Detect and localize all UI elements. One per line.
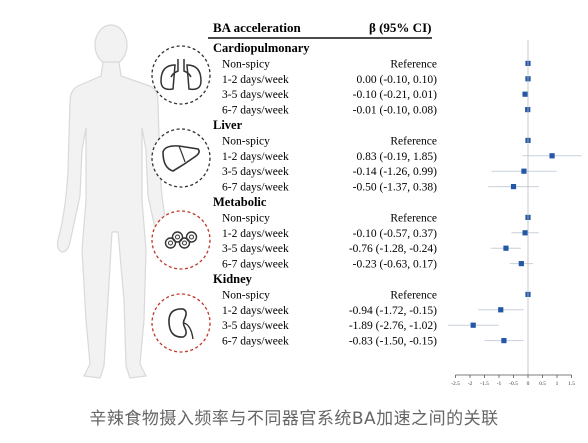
x-tick-label: 1 [556,381,559,387]
row-label: Non-spicy [222,212,270,224]
row-estimate-text: -0.10 (-0.57, 0.37) [353,228,437,240]
row-label: Non-spicy [222,58,270,70]
lung-left-icon-part [160,64,176,91]
row-estimate-text: -0.23 (-0.63, 0.17) [353,259,437,271]
estimate-point [498,307,504,313]
row-label: 6-7 days/week [222,182,289,194]
row-estimate-text: Reference [390,212,437,224]
row-estimate-text: -0.50 (-1.37, 0.38) [353,182,437,194]
group-title-cardiopulmonary: Cardiopulmonary [213,41,310,55]
x-tick-label: 0.5 [539,381,546,387]
row-label: 1-2 days/week [222,151,289,163]
estimate-point [518,261,524,267]
row-estimate-text: Reference [390,135,437,147]
ureter-icon-part [183,322,194,340]
header-beta-ci: β (95% CI) [369,20,431,35]
x-tick-label: -2.5 [451,381,460,387]
icon-circle [151,293,211,353]
ring-core-icon-part [182,240,187,246]
icon-circle [151,45,211,105]
liver-shape-icon-part [162,145,200,172]
row-estimate-text: -0.94 (-1.72, -0.15) [349,305,437,317]
ring-core-icon-part [189,234,194,240]
row-estimate-text: 0.00 (-0.10, 0.10) [357,74,438,86]
x-tick-label: 0 [527,381,530,387]
ring-core-icon-part [175,234,180,240]
row-label: Non-spicy [222,135,270,147]
row-estimate-text: -0.83 (-1.50, -0.15) [349,336,437,348]
row-estimate-text: -1.89 (-2.76, -1.02) [349,320,437,332]
row-label: 6-7 days/week [222,259,289,271]
ring-icon-part [185,231,198,243]
row-estimate-text: -0.01 (-0.10, 0.08) [353,105,437,117]
x-tick-label: -2 [468,381,473,387]
x-tick-label: -1.5 [480,381,489,387]
row-estimate-text: 0.83 (-0.19, 1.85) [357,151,438,163]
estimate-point [510,184,517,190]
row-label: 3-5 days/week [222,243,289,255]
estimate-point [549,153,555,159]
row-estimate-text: Reference [390,58,437,70]
kidney-shape-icon-part [168,308,187,338]
human-body-silhouette [56,24,172,379]
group-title-metabolic: Metabolic [213,195,267,209]
ring-icon-part [171,231,184,243]
liver-lobe-icon-part [178,145,186,163]
header-ba-acceleration: BA acceleration [213,20,301,35]
row-label: 1-2 days/week [222,228,289,240]
row-label: 1-2 days/week [222,305,289,317]
group-title-liver: Liver [213,118,243,132]
estimate-point [522,230,528,236]
lungs-icon [151,45,211,105]
ring-icon-part [164,237,177,249]
ring-icon-part [178,237,191,249]
estimate-point [503,245,509,251]
estimate-point [521,168,527,174]
row-estimate-text: -0.10 (-0.21, 0.01) [353,89,437,101]
row-label: 3-5 days/week [222,89,289,101]
lung-right-icon-part [186,64,202,91]
x-tick-label: -0.5 [509,381,518,387]
ring-core-icon-part [168,240,173,246]
group-title-kidney: Kidney [213,272,253,286]
row-label: 3-5 days/week [222,320,289,332]
x-tick-label: 1.5 [568,381,575,387]
x-tick-label: -1 [497,381,502,387]
row-estimate-text: -0.76 (-1.28, -0.24) [349,243,437,255]
row-estimate-text: Reference [390,289,437,301]
row-label: 6-7 days/week [222,105,289,117]
row-estimate-text: -0.14 (-1.26, 0.99) [353,166,437,178]
row-label: Non-spicy [222,289,270,301]
figure-caption: 辛辣食物摄入频率与不同器官系统BA加速之间的关联 [89,409,499,429]
row-label: 3-5 days/week [222,166,289,178]
icon-circle [151,128,211,188]
metabolism-icon [151,210,211,270]
estimate-point [522,91,528,97]
row-label: 6-7 days/week [222,336,289,348]
estimate-point [501,338,507,344]
liver-icon [151,128,211,188]
row-label: 1-2 days/week [222,74,289,86]
estimate-point [470,322,476,328]
kidney-icon [151,293,211,353]
